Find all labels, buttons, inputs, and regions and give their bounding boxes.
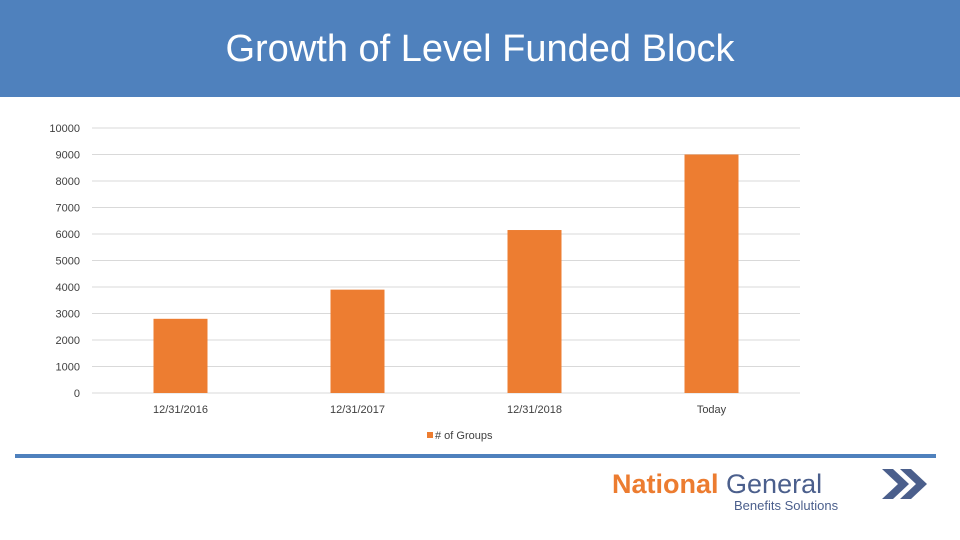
bar [153, 318, 208, 393]
logo-word-general: General [726, 469, 823, 499]
x-tick-label: 12/31/2017 [330, 404, 385, 416]
slide-title: Growth of Level Funded Block [225, 28, 735, 70]
gridlines [92, 127, 800, 394]
x-axis-tick-labels: 12/31/2016 12/31/2017 12/31/2018 Today [153, 404, 727, 416]
logo-wordmark: National General [612, 469, 822, 499]
y-tick-label: 2000 [56, 335, 80, 347]
y-tick-label: 7000 [56, 203, 80, 215]
bars [153, 154, 739, 393]
double-chevron-right-icon [882, 469, 927, 499]
x-tick-label: 12/31/2018 [507, 404, 562, 416]
legend-swatch [427, 432, 433, 438]
y-tick-label: 0 [74, 388, 80, 400]
footer-divider [15, 454, 936, 458]
x-tick-label: 12/31/2016 [153, 404, 208, 416]
y-tick-label: 6000 [56, 229, 80, 241]
y-tick-label: 10000 [49, 123, 80, 135]
y-tick-label: 8000 [56, 176, 80, 188]
logo-tagline: Benefits Solutions [734, 498, 839, 513]
title-banner: Growth of Level Funded Block [0, 0, 960, 97]
national-general-logo: National General Benefits Solutions [612, 465, 937, 517]
bar [330, 289, 385, 393]
y-tick-label: 9000 [56, 150, 80, 162]
legend-entry: # of Groups [435, 430, 493, 442]
bar-chart: 0 1000 2000 3000 4000 5000 6000 7000 8000 9000 100… [49, 123, 800, 442]
y-axis-tick-labels: 0 1000 2000 3000 4000 5000 6000 7000 8000 9000 100… [49, 123, 80, 400]
legend: # of Groups [427, 430, 493, 442]
y-tick-label: 4000 [56, 282, 80, 294]
y-tick-label: 5000 [56, 256, 80, 268]
y-tick-label: 3000 [56, 309, 80, 321]
logo-word-national: National [612, 469, 719, 499]
y-tick-label: 1000 [56, 362, 80, 374]
bar [507, 230, 562, 393]
x-tick-label: Today [697, 404, 727, 416]
bar [684, 154, 739, 393]
